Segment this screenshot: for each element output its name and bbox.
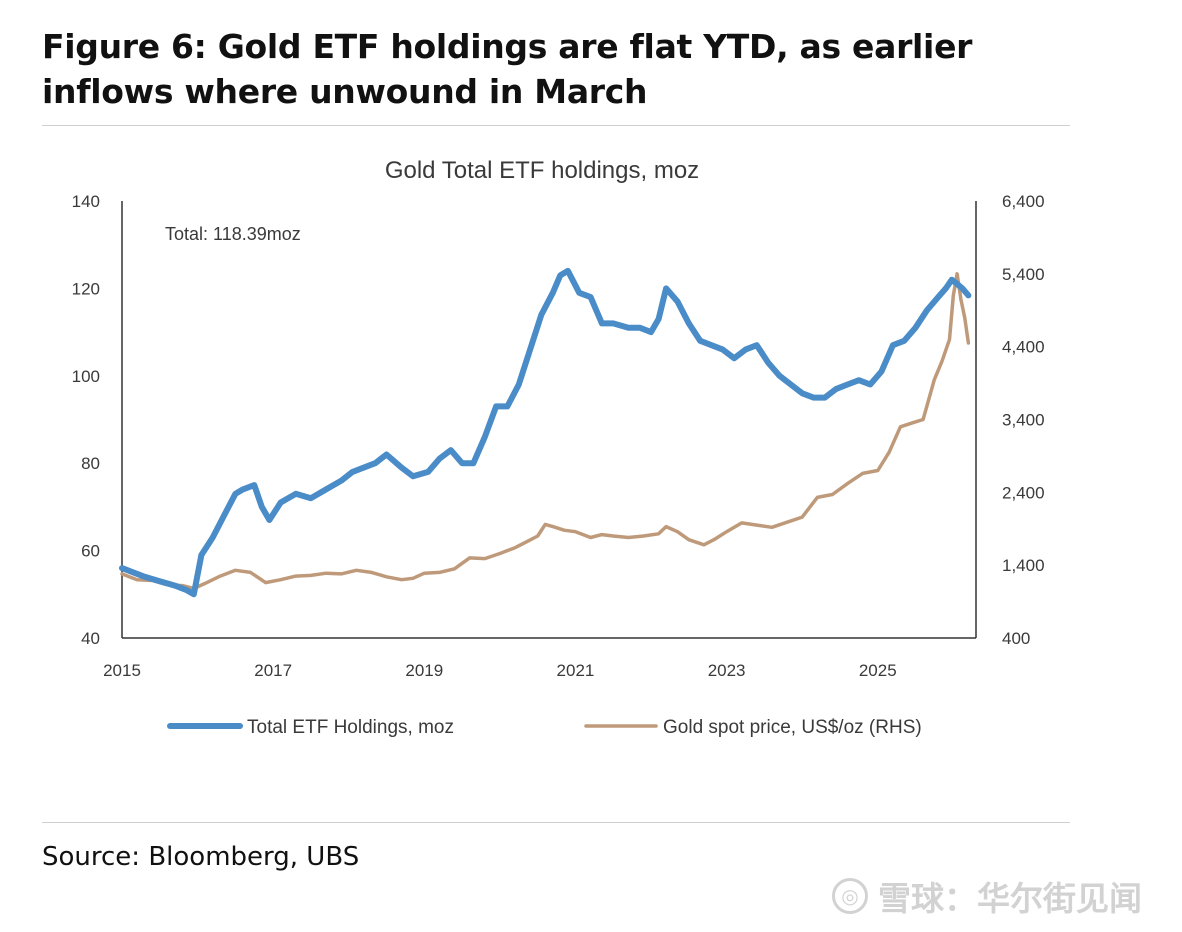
x-tick-label: 2017 [254,661,292,680]
legend-gold-label: Gold spot price, US$/oz (RHS) [663,717,922,738]
legend: Total ETF Holdings, moz Gold spot price, … [167,717,922,738]
right-y-tick-label: 400 [1002,629,1030,648]
gold-price-series-line [120,272,971,591]
legend-holdings-label: Total ETF Holdings, moz [247,717,454,738]
source-note: Source: Bloomberg, UBS [42,842,360,872]
total-annotation: Total: 118.39moz [165,224,301,244]
left-y-tick-label: 120 [72,279,100,298]
watermark: ◎ 雪球：华尔街见闻 [832,872,1142,920]
right-y-tick-label: 5,400 [1002,265,1045,284]
figure-title: Figure 6: Gold ETF holdings are flat YTD… [42,27,973,111]
holdings-series-line [119,267,972,598]
left-y-tick-label: 40 [81,629,100,648]
right-y-tick-label: 4,400 [1002,338,1045,357]
right-y-tick-label: 2,400 [1002,483,1045,502]
chart: Gold Total ETF holdings, moz Total: 118.… [72,157,1045,738]
left-y-tick-label: 80 [81,454,100,473]
chart-title: Gold Total ETF holdings, moz [385,157,699,184]
x-tick-label: 2021 [557,661,595,680]
right-y-tick-label: 3,400 [1002,411,1045,430]
watermark-text: 雪球：华尔街见闻 [878,879,1142,918]
x-tick-label: 2019 [405,661,443,680]
axes: 40 60 80 100 120 140 400 1,400 2,400 3,400 4,400 5,… [72,192,1045,680]
series-lines [119,267,972,598]
x-tick-label: 2025 [859,661,897,680]
title-divider [42,125,1070,126]
left-y-tick-label: 60 [81,542,100,561]
right-y-tick-label: 1,400 [1002,556,1045,575]
source-divider [42,822,1070,823]
right-y-tick-label: 6,400 [1002,192,1045,211]
left-y-tick-label: 100 [72,367,100,386]
x-tick-label: 2015 [103,661,141,680]
x-tick-label: 2023 [708,661,746,680]
left-y-tick-label: 140 [72,192,100,211]
snowball-logo-icon: ◎ [832,878,868,914]
